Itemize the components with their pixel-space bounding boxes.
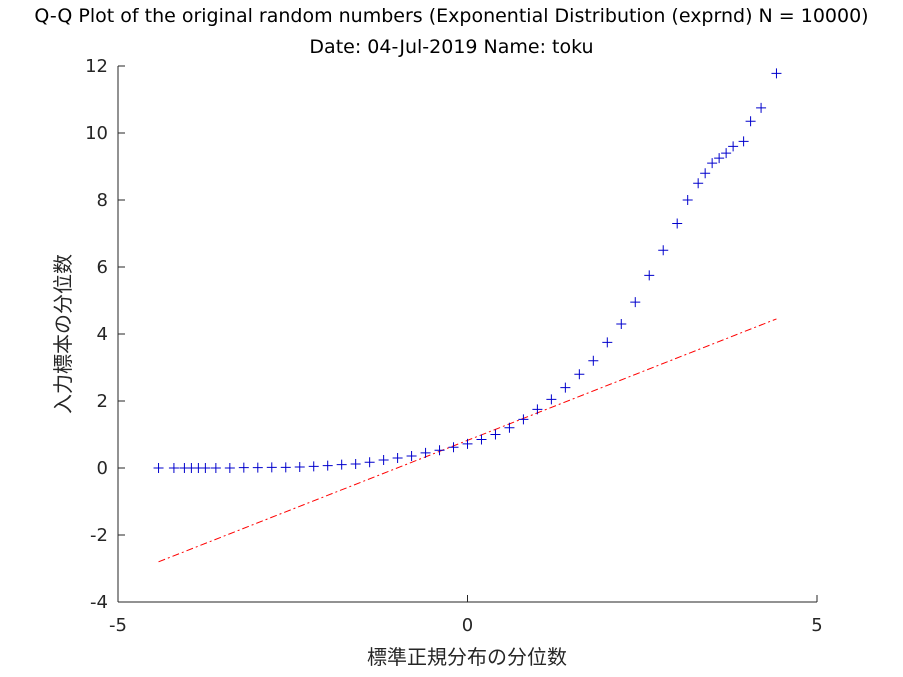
- data-point: [560, 382, 571, 393]
- y-tick-label-4: 4: [97, 324, 108, 345]
- data-point: [322, 460, 333, 471]
- data-point: [210, 463, 221, 473]
- x-tick-label-0: -5: [109, 615, 127, 636]
- data-point: [532, 404, 543, 415]
- y-tick-label-6: 8: [97, 190, 108, 211]
- data-point: [364, 457, 375, 468]
- data-point: [238, 462, 249, 473]
- data-point: [308, 461, 319, 472]
- data-point: [721, 148, 732, 159]
- data-point: [434, 445, 445, 456]
- y-tick-label-8: 12: [85, 56, 108, 77]
- data-point: [693, 178, 704, 189]
- data-point: [714, 153, 725, 164]
- data-point: [728, 141, 739, 152]
- data-points: [153, 68, 782, 473]
- data-point: [630, 297, 641, 308]
- data-point: [392, 452, 403, 463]
- data-point: [476, 434, 487, 445]
- y-tick-label-3: 2: [97, 391, 108, 412]
- y-tick-label-5: 6: [97, 257, 108, 278]
- data-point: [504, 422, 515, 433]
- x-tick-label-1: 0: [462, 615, 473, 636]
- data-point: [350, 458, 361, 469]
- x-axis-label: 標準正規分布の分位数: [367, 645, 567, 669]
- data-point: [707, 158, 718, 169]
- data-point: [168, 463, 179, 473]
- data-point: [490, 429, 501, 440]
- data-point: [745, 116, 756, 127]
- data-point: [448, 442, 459, 453]
- data-point: [738, 136, 749, 147]
- data-point: [658, 245, 669, 256]
- data-point: [546, 394, 557, 405]
- data-point: [644, 270, 655, 281]
- data-point: [420, 447, 431, 458]
- data-point: [672, 218, 683, 229]
- axes: -5 0 5 -4 -2 0 2 4 6 8 10 12: [85, 56, 823, 636]
- data-point: [700, 168, 711, 179]
- data-point: [588, 355, 599, 366]
- data-point: [602, 337, 613, 348]
- data-point: [336, 459, 347, 470]
- data-point: [574, 369, 585, 380]
- x-tick-label-2: 5: [811, 615, 822, 636]
- data-point: [294, 461, 305, 472]
- data-point: [200, 463, 211, 473]
- data-point: [280, 462, 291, 473]
- data-point: [771, 68, 782, 79]
- y-axis-label: 入力標本の分位数: [51, 254, 75, 414]
- data-point: [378, 454, 389, 465]
- data-point: [153, 463, 164, 473]
- data-point: [756, 102, 767, 113]
- data-point: [266, 462, 277, 473]
- y-tick-label-2: 0: [97, 458, 108, 479]
- data-point: [224, 463, 235, 473]
- chart-title: Q-Q Plot of the original random numbers …: [34, 5, 869, 27]
- data-point: [616, 318, 627, 329]
- y-tick-label-0: -4: [90, 592, 108, 613]
- data-point: [518, 414, 529, 425]
- data-point: [406, 450, 417, 461]
- y-tick-label-1: -2: [90, 525, 108, 546]
- data-point: [682, 195, 693, 205]
- y-tick-label-7: 10: [85, 123, 108, 144]
- chart-subtitle: Date: 04-Jul-2019 Name: toku: [309, 36, 594, 58]
- data-point: [462, 438, 473, 449]
- data-point: [252, 462, 263, 473]
